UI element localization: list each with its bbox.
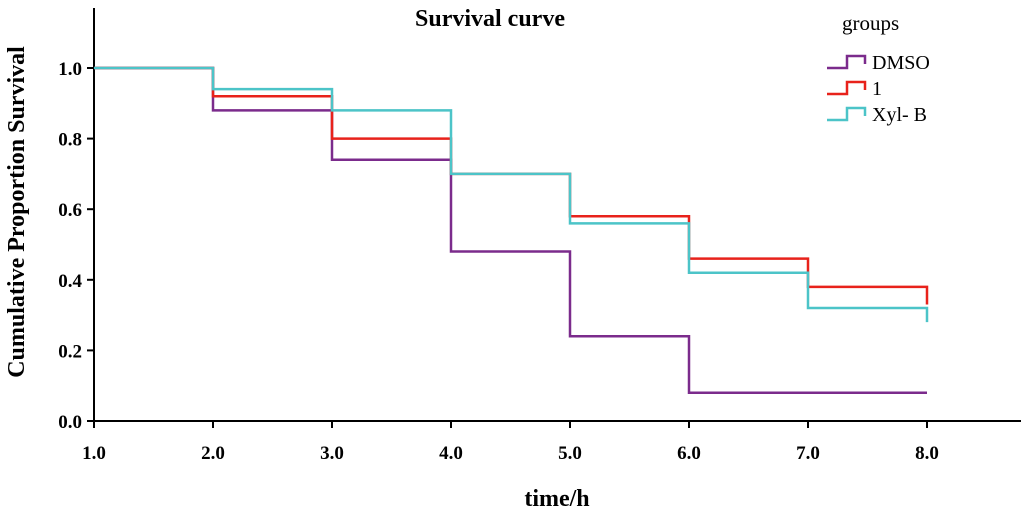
legend-swatch <box>827 54 867 70</box>
series-line-dmso <box>94 66 927 395</box>
y-tick-label: 0.0 <box>58 412 82 433</box>
y-tick-label: 0.8 <box>58 130 82 151</box>
x-tick-label: 8.0 <box>915 443 939 464</box>
x-tick-label: 5.0 <box>558 443 582 464</box>
legend-label: DMSO <box>872 52 930 74</box>
x-axis-label: time/h <box>524 486 589 512</box>
x-tick-label: 3.0 <box>320 443 344 464</box>
series-line-xyl-b <box>94 66 929 323</box>
legend-label: 1 <box>872 78 882 100</box>
x-tick-label: 7.0 <box>796 443 820 464</box>
legend-swatch <box>827 80 867 96</box>
legend-swatch <box>827 106 867 122</box>
chart-title: Survival curve <box>415 6 565 32</box>
y-tick-label: 1.0 <box>58 59 82 80</box>
y-tick-label: 0.6 <box>58 200 82 221</box>
axes <box>93 8 1021 422</box>
y-tick-label: 0.4 <box>58 271 82 292</box>
x-tick-label: 4.0 <box>439 443 463 464</box>
legend: groups DMSO 1 Xyl- B <box>827 11 930 126</box>
y-tick-label: 0.2 <box>58 341 82 362</box>
y-ticks: 0.0 0.2 0.4 0.6 0.8 1.0 <box>58 59 94 433</box>
legend-label: Xyl- B <box>872 104 927 126</box>
legend-title: groups <box>842 11 899 35</box>
x-tick-label: 6.0 <box>677 443 701 464</box>
x-tick-label: 2.0 <box>201 443 225 464</box>
x-ticks: 1.0 2.0 3.0 4.0 5.0 6.0 7.0 8.0 <box>82 421 939 464</box>
y-axis-label: Cumulative Proportion Survival <box>4 46 30 378</box>
series-line-1 <box>94 66 929 305</box>
x-tick-label: 1.0 <box>82 443 106 464</box>
series-lines <box>94 66 929 395</box>
